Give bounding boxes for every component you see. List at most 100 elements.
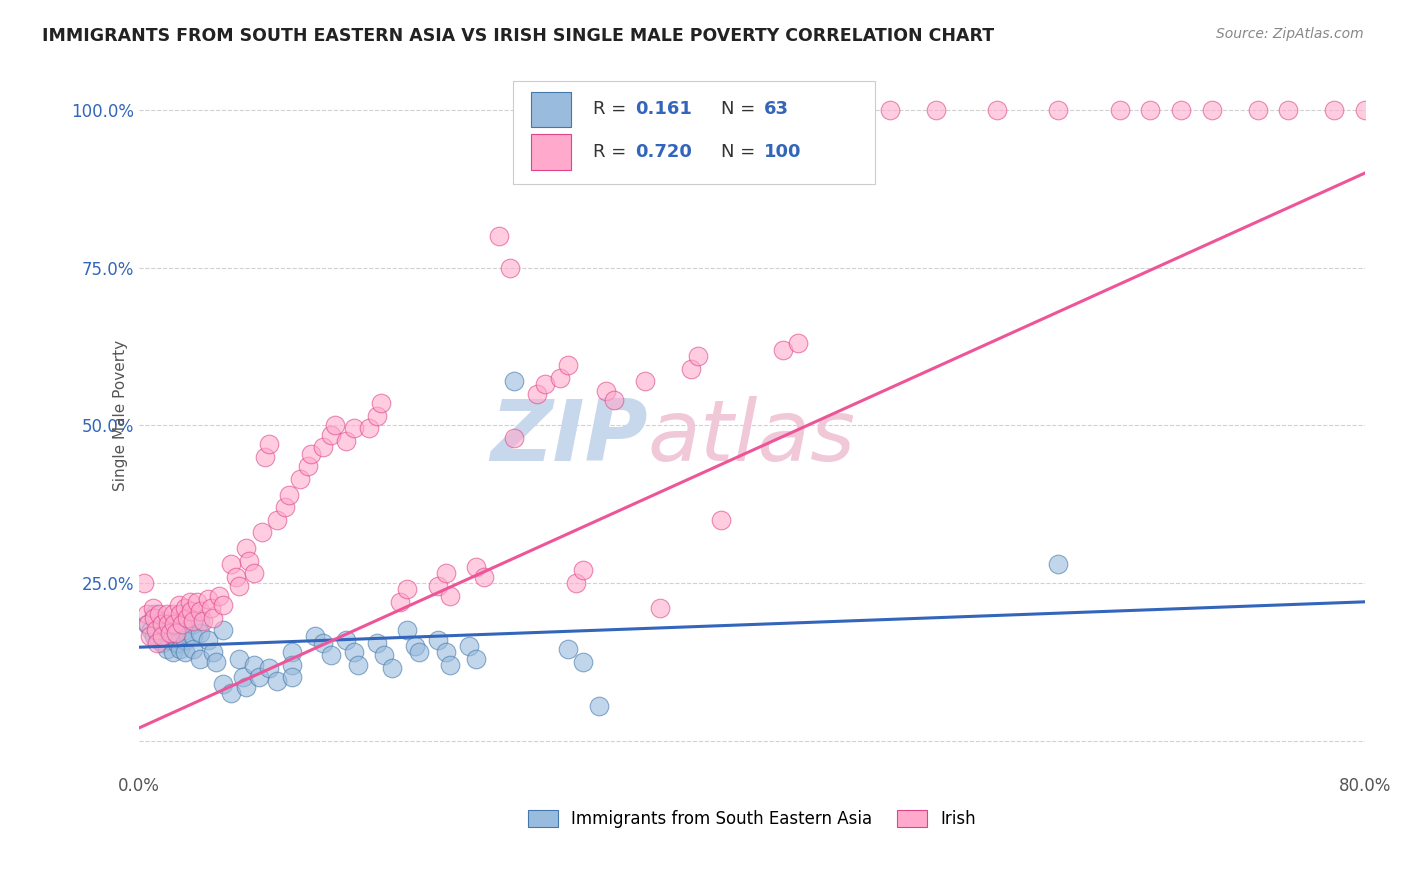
Point (201, 645, 224, 659)
Text: 0.720: 0.720 (636, 144, 692, 161)
Point (335, 434, 357, 448)
Point (457, 639, 479, 653)
Point (143, 610, 166, 624)
Point (143, 607, 166, 622)
Point (1170, 103, 1192, 117)
Point (297, 459, 319, 474)
Point (243, 566, 266, 581)
Point (439, 657, 461, 672)
Point (167, 598, 190, 612)
Point (817, 103, 839, 117)
Point (181, 614, 204, 628)
Point (710, 513, 733, 527)
Point (648, 601, 671, 615)
Point (772, 343, 794, 357)
Point (235, 680, 257, 694)
Point (143, 630, 166, 644)
Point (181, 616, 204, 631)
Point (162, 607, 184, 622)
Point (204, 655, 226, 669)
Point (190, 614, 212, 628)
Point (212, 677, 235, 691)
Point (373, 648, 395, 663)
Point (388, 595, 411, 609)
Point (250, 525, 273, 540)
Point (219, 557, 242, 571)
Point (557, 359, 579, 373)
Point (381, 661, 404, 675)
Point (135, 607, 157, 622)
Point (145, 623, 167, 637)
Legend: Immigrants from South Eastern Asia, Irish: Immigrants from South Eastern Asia, Iris… (522, 804, 983, 835)
Point (408, 645, 430, 659)
Point (219, 686, 242, 700)
Point (366, 636, 388, 650)
Point (679, 361, 702, 376)
Point (146, 623, 169, 637)
Point (197, 591, 219, 606)
Point (159, 623, 181, 637)
Point (266, 513, 288, 527)
Point (149, 614, 172, 628)
Point (534, 377, 557, 392)
Point (319, 648, 342, 663)
Point (439, 589, 461, 603)
Point (228, 651, 250, 665)
Point (273, 500, 295, 515)
Point (488, 229, 510, 244)
Point (595, 384, 617, 398)
Point (323, 418, 346, 433)
Point (259, 437, 281, 451)
Point (165, 626, 187, 640)
Point (190, 651, 212, 665)
Point (281, 671, 304, 685)
Point (986, 103, 1008, 117)
Point (565, 575, 588, 590)
Point (281, 657, 304, 672)
Point (235, 541, 257, 556)
Point (150, 636, 173, 650)
Point (186, 595, 208, 609)
Point (434, 566, 457, 581)
Point (588, 698, 610, 713)
Text: R =: R = (592, 144, 626, 161)
Point (319, 427, 342, 442)
Point (1277, 103, 1299, 117)
Point (148, 632, 170, 647)
Point (499, 260, 522, 275)
FancyBboxPatch shape (513, 81, 875, 185)
Text: 100: 100 (765, 144, 801, 161)
Point (472, 569, 495, 583)
Point (396, 582, 419, 597)
Point (162, 645, 184, 659)
Point (503, 374, 526, 388)
Point (426, 579, 449, 593)
Point (1139, 103, 1161, 117)
Point (299, 447, 322, 461)
Point (572, 563, 595, 577)
Point (266, 673, 288, 688)
Point (603, 393, 626, 408)
Point (135, 616, 157, 631)
Point (1354, 103, 1376, 117)
Point (1201, 103, 1223, 117)
Text: atlas: atlas (648, 396, 856, 479)
Point (150, 616, 173, 631)
Point (232, 671, 254, 685)
Point (197, 632, 219, 647)
Point (174, 645, 197, 659)
Text: ZIP: ZIP (491, 396, 648, 479)
Point (174, 601, 197, 615)
Point (228, 579, 250, 593)
Bar (531, 92, 571, 128)
Point (404, 639, 426, 653)
Point (1047, 557, 1070, 571)
Point (370, 396, 392, 410)
Text: 63: 63 (765, 101, 789, 119)
Text: 0.161: 0.161 (636, 101, 692, 119)
Point (434, 645, 457, 659)
Point (193, 614, 215, 628)
Point (879, 103, 901, 117)
Point (181, 642, 204, 657)
Text: Source: ZipAtlas.com: Source: ZipAtlas.com (1216, 27, 1364, 41)
